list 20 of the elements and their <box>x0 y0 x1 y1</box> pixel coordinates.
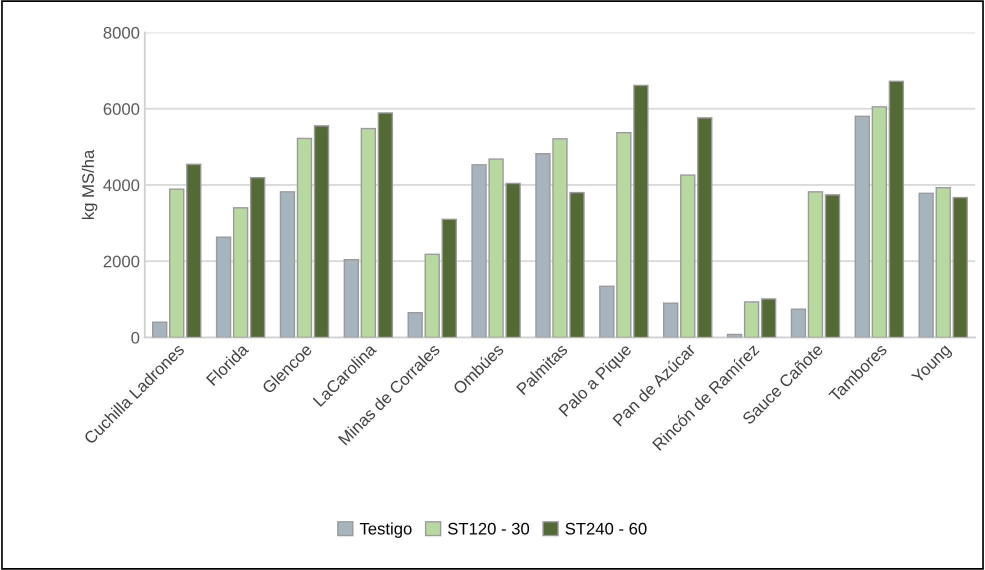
legend-label: Testigo <box>360 522 412 538</box>
bar <box>569 192 585 338</box>
y-tick-label: 2000 <box>104 256 140 268</box>
bar <box>552 138 568 338</box>
bar <box>314 125 330 338</box>
bar <box>726 334 742 338</box>
bar <box>296 138 312 338</box>
y-tick-label: 8000 <box>104 26 140 39</box>
legend-label: ST240 - 60 <box>565 522 647 535</box>
bar <box>824 194 840 338</box>
y-axis-title: kg MS/ha <box>82 150 98 220</box>
legend-label: ST120 - 30 <box>448 522 530 535</box>
bar <box>808 191 824 338</box>
bar <box>790 308 806 338</box>
y-tick-label: 4000 <box>103 179 140 192</box>
bar <box>471 164 487 338</box>
y-tick-label: 0 <box>131 332 140 344</box>
bar <box>280 191 296 338</box>
y-tick-label: 6000 <box>104 103 140 115</box>
bar <box>535 153 551 338</box>
